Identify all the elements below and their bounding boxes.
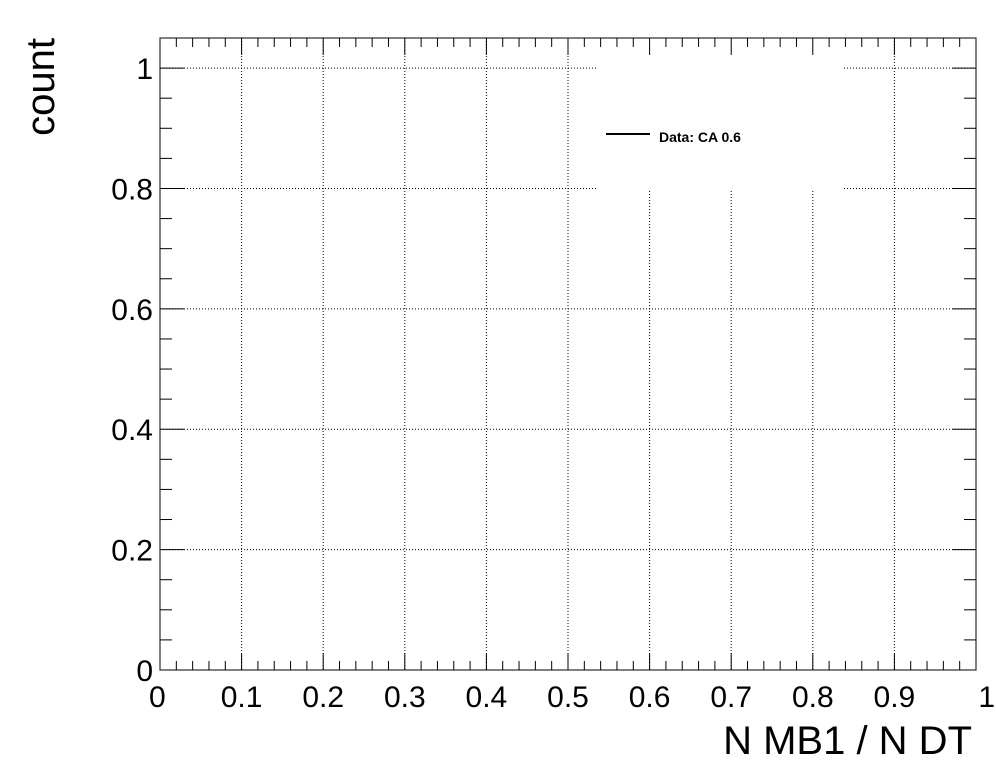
legend-label: Data: CA 0.6 <box>659 129 741 145</box>
x-tick-label: 1 <box>978 681 995 714</box>
x-tick-label: 0.7 <box>710 681 752 714</box>
x-tick-labels: 0 0.1 0.2 0.3 0.4 0.5 0.6 0.7 0.8 0.9 1 <box>149 681 995 714</box>
y-tick-labels: 0 0.2 0.4 0.6 0.8 1 <box>111 53 153 688</box>
y-tick-label: 1 <box>136 53 153 86</box>
y-tick-label: 0.6 <box>111 294 153 327</box>
y-tick-label: 0.8 <box>111 173 153 206</box>
y-tick-label: 0.2 <box>111 535 153 568</box>
y-tick-label: 0.4 <box>111 414 153 447</box>
grid <box>160 38 976 670</box>
x-axis-title: N MB1 / N DT <box>723 719 972 763</box>
y-tick-label: 0 <box>136 655 153 688</box>
x-tick-label: 0.5 <box>547 681 589 714</box>
x-tick-label: 0.4 <box>466 681 508 714</box>
x-tick-label: 0.1 <box>221 681 263 714</box>
x-tick-label: 0.8 <box>792 681 834 714</box>
x-tick-label: 0.9 <box>874 681 916 714</box>
y-axis-title: count <box>19 38 63 136</box>
axis-ticks <box>159 37 977 671</box>
x-tick-label: 0.6 <box>629 681 671 714</box>
legend-box <box>596 28 844 190</box>
x-tick-label: 0.3 <box>384 681 426 714</box>
x-tick-label: 0.2 <box>302 681 344 714</box>
x-tick-label: 0 <box>149 681 166 714</box>
legend: Data: CA 0.6 <box>596 28 844 190</box>
